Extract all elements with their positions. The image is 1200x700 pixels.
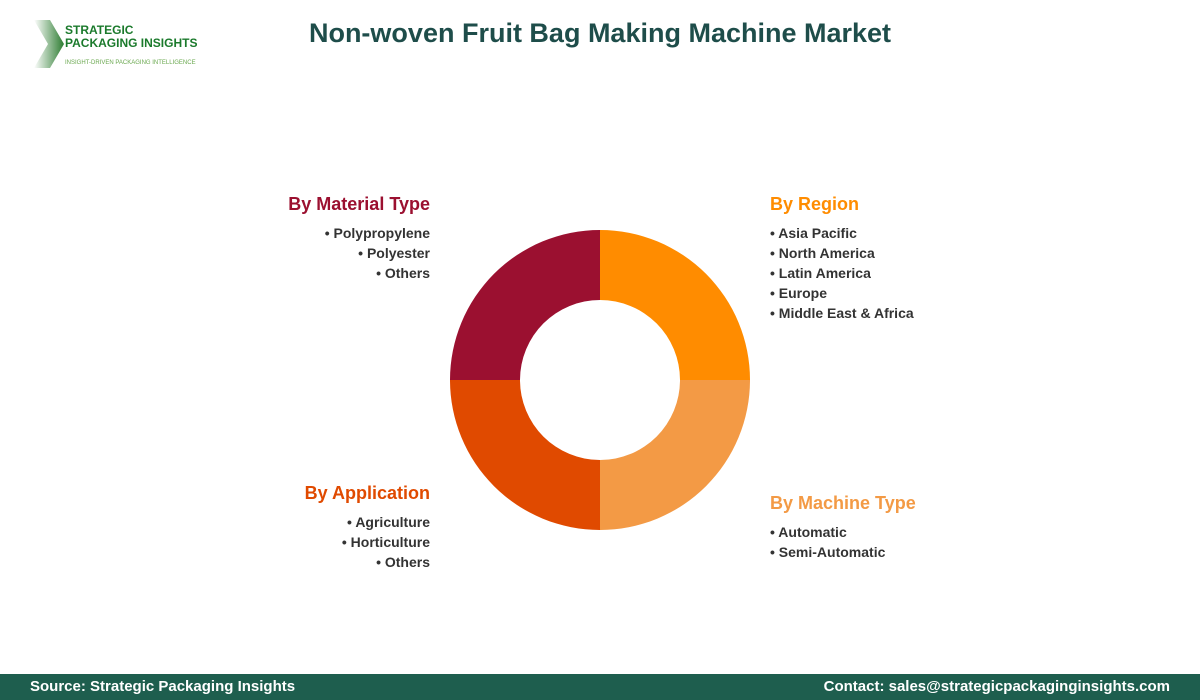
segment-region: [600, 230, 750, 380]
material-type-block: By Material Type • Polypropylene • Polye…: [288, 194, 430, 283]
region-heading: By Region: [770, 194, 860, 214]
segment-material-type: [450, 230, 600, 380]
list-item: • Europe: [770, 285, 828, 301]
logo-line1: STRATEGIC: [65, 23, 134, 37]
list-item: • Latin America: [770, 265, 871, 281]
list-item: • Polyester: [358, 245, 430, 261]
application-block: By Application • Agriculture • Horticult…: [305, 483, 430, 572]
list-item: • Others: [376, 265, 430, 281]
machine-type-block: By Machine Type • Automatic • Semi-Autom…: [770, 493, 916, 562]
logo: STRATEGIC PACKAGING INSIGHTS INSIGHT-DRIV…: [30, 18, 210, 73]
logo-tagline: INSIGHT-DRIVEN PACKAGING INTELLIGENCE: [65, 60, 196, 66]
footer: Source: Strategic Packaging Insights Con…: [0, 674, 1200, 700]
list-item: • Asia Pacific: [770, 225, 857, 241]
list-item: • Semi-Automatic: [770, 544, 886, 560]
contact-text: Contact: sales@strategicpackaginginsight…: [823, 678, 1170, 695]
list-item: • Automatic: [770, 524, 847, 540]
material-type-heading: By Material Type: [288, 194, 430, 214]
list-item: • Polypropylene: [324, 225, 430, 241]
segment-application: [450, 380, 600, 530]
source-text: Source: Strategic Packaging Insights: [30, 678, 296, 695]
application-heading: By Application: [304, 483, 430, 503]
region-block: By Region • Asia Pacific • North America…: [770, 194, 914, 323]
segment-machine-type: [600, 380, 750, 530]
machine-type-heading: By Machine Type: [770, 493, 916, 513]
logo-line2: PACKAGING INSIGHTS: [65, 36, 198, 50]
page-title: Non-woven Fruit Bag Making Machine Marke…: [308, 18, 892, 48]
logo-chevron-icon: [34, 20, 64, 68]
list-item: • Horticulture: [341, 534, 430, 550]
list-item: • Others: [376, 554, 430, 570]
list-item: • North America: [770, 245, 875, 261]
list-item: • Middle East & Africa: [770, 305, 914, 321]
list-item: • Agriculture: [347, 514, 430, 530]
